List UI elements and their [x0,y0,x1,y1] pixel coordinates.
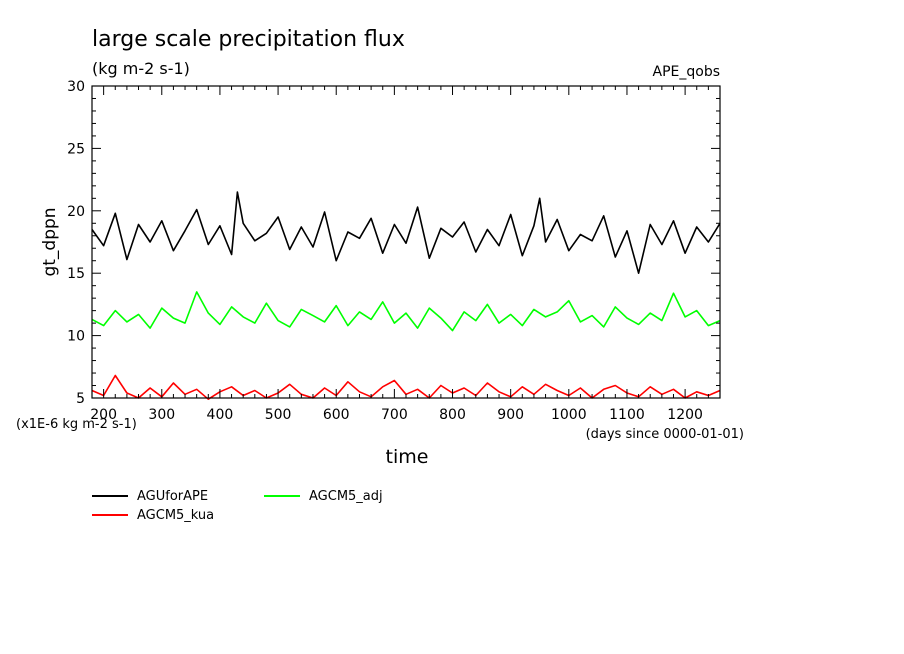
tick-layer: 200 300 400 500 600 700 800 900 1000 1100 1200 5 10 1… [67,79,721,423]
legend-label-adj: AGCM5_adj [309,489,383,504]
x-tick-label: 300 [148,407,175,423]
legend: AGUforAPE AGCM5_adj AGCM5_kua [92,489,383,523]
y-unit-note: (x1E-6 kg m-2 s-1) [16,417,137,432]
series-layer [91,191,721,401]
y-tick-label: 20 [67,204,85,220]
legend-label-agu: AGUforAPE [137,489,208,504]
legend-item-kua: AGCM5_kua [92,508,214,523]
y-axis-label: gt_dppn [40,207,60,276]
y-tick-label: 5 [76,391,85,407]
y-tick-label: 30 [67,79,85,95]
series-line-agcm5_adj [91,291,721,332]
x-tick-label: 800 [439,407,466,423]
x-axis-label: time [386,446,429,468]
x-tick-label: 700 [381,407,408,423]
y-tick-label: 10 [67,329,85,345]
legend-item-adj: AGCM5_adj [264,489,383,504]
x-tick-label: 600 [323,407,350,423]
legend-label-kua: AGCM5_kua [137,508,214,523]
x-tick-label: 900 [497,407,524,423]
plot-area: 200 300 400 500 600 700 800 900 1000 1100 1200 5 10 1… [67,79,721,423]
series-line-aguforape [91,191,721,275]
x-tick-label: 500 [265,407,292,423]
chart-title: large scale precipitation flux [92,27,405,52]
y-tick-label: 15 [67,266,85,282]
x-unit-note: (days since 0000-01-01) [586,427,744,442]
x-tick-label: 400 [207,407,234,423]
x-tick-label: 1200 [667,407,703,423]
chart-subtitle: (kg m-2 s-1) [92,59,190,78]
y-tick-label: 25 [67,141,85,157]
x-tick-label: 1100 [609,407,645,423]
x-tick-label: 1000 [551,407,587,423]
legend-item-agu: AGUforAPE [92,489,208,504]
dataset-label: APE_qobs [653,64,721,80]
x-tick-label: 200 [90,407,117,423]
